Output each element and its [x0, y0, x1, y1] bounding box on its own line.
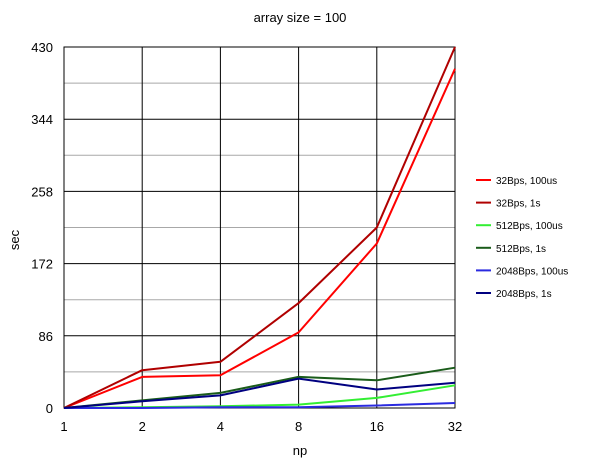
series-line [63, 46, 456, 409]
series-line [63, 377, 456, 409]
x-tick-labels: 1 2 4 8 16 32 [60, 419, 462, 434]
y-axis-label: sec [7, 229, 22, 250]
legend-label: 2048Bps, 1s [496, 289, 552, 300]
x-tick-label: 4 [217, 419, 224, 434]
y-tick-label: 172 [31, 257, 53, 272]
x-tick-label: 32 [448, 419, 462, 434]
y-minor-gridlines [64, 82, 455, 373]
legend-label: 32Bps, 1s [496, 199, 540, 210]
x-tick-label: 8 [295, 419, 302, 434]
y-tick-label: 0 [46, 401, 53, 416]
y-tick-label: 258 [31, 184, 53, 199]
legend-label: 32Bps, 100us [496, 176, 557, 187]
y-tick-label: 344 [31, 112, 53, 127]
x-tick-label: 1 [60, 419, 67, 434]
legend-label: 512Bps, 1s [496, 244, 546, 255]
x-tick-label: 16 [370, 419, 384, 434]
x-axis-label: np [293, 443, 307, 458]
legend-label: 512Bps, 100us [496, 221, 563, 232]
x-tick-label: 2 [139, 419, 146, 434]
legend: 32Bps, 100us 32Bps, 1s 512Bps, 100us 512Bps… [476, 176, 568, 300]
series-line [64, 402, 456, 409]
y-tick-labels: 0 86 172 258 344 430 [31, 40, 53, 416]
y-tick-label: 86 [39, 329, 53, 344]
data-series [63, 46, 456, 409]
y-tick-label: 430 [31, 40, 53, 55]
chart-title: array size = 100 [254, 10, 347, 25]
series-line [63, 68, 456, 409]
legend-label: 2048Bps, 100us [496, 266, 568, 277]
